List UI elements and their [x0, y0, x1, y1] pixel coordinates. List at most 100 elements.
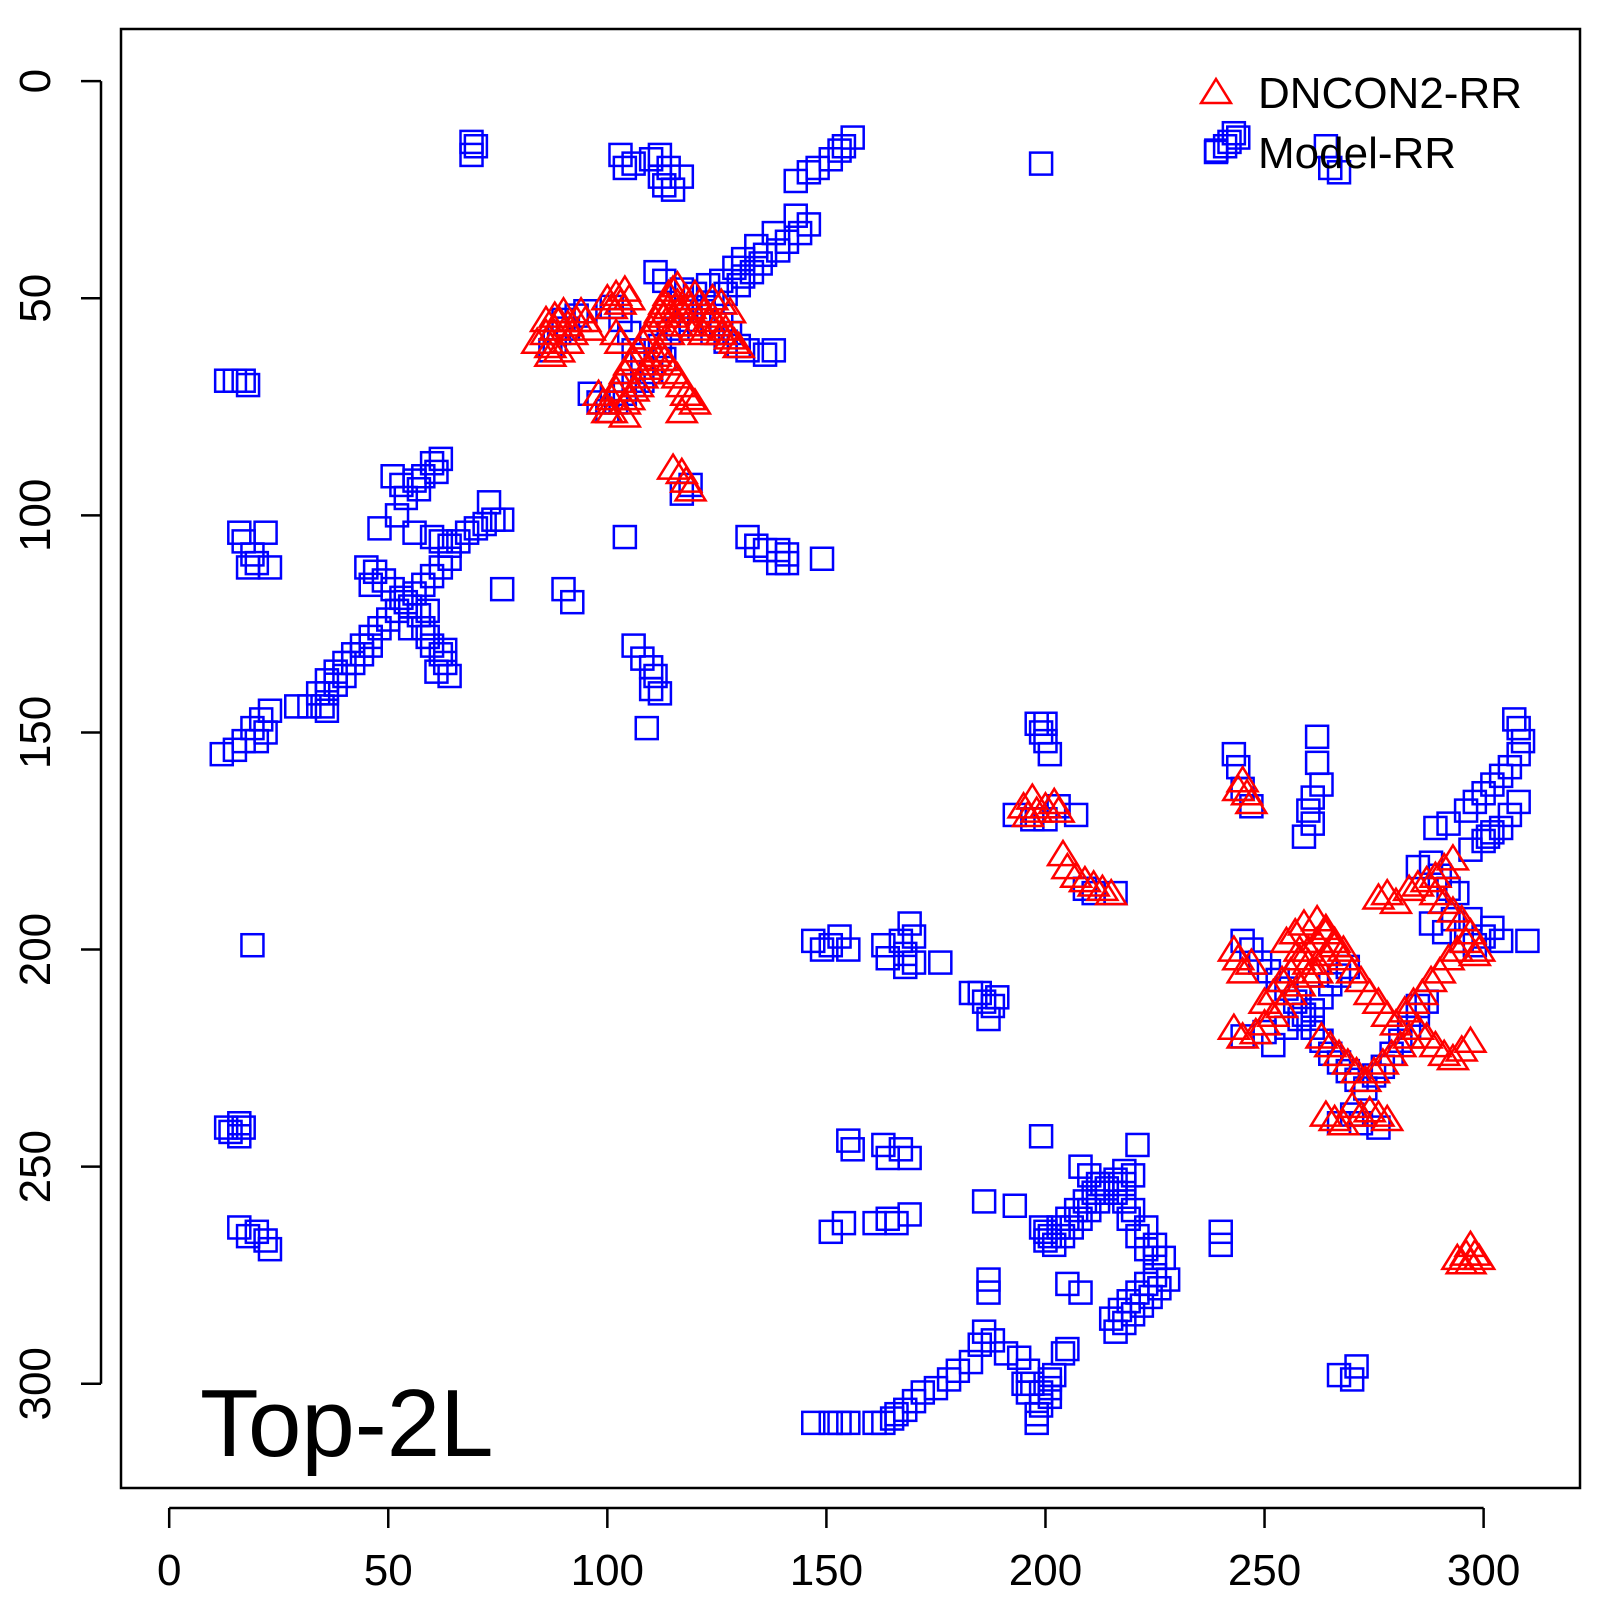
- dncon2-rr-point: [1308, 912, 1344, 941]
- dncon2-rr-point: [1058, 860, 1094, 889]
- model-rr-point: [752, 342, 778, 367]
- model-rr-point: [967, 1332, 993, 1357]
- dncon2-rr-point: [677, 313, 713, 341]
- model-rr-point: [1480, 820, 1505, 845]
- model-rr-point: [783, 168, 808, 194]
- model-rr-point: [1033, 711, 1058, 737]
- dncon2-rr-point: [1391, 1021, 1427, 1049]
- model-rr-point: [1068, 1154, 1093, 1179]
- dncon2-rr-point: [655, 356, 691, 385]
- model-rr-point: [976, 1267, 1001, 1292]
- dncon2-rr-point: [1093, 877, 1129, 906]
- model-rr-point: [393, 485, 419, 511]
- dncon2-rr-point: [1348, 1064, 1383, 1093]
- model-rr-point: [884, 1401, 909, 1427]
- model-rr-point: [1480, 772, 1505, 797]
- dncon2-rr-point: [1286, 908, 1322, 936]
- legend-label-model: Model-RR: [1258, 129, 1456, 178]
- model-rr-point: [765, 537, 791, 563]
- model-rr-point: [297, 694, 322, 719]
- model-rr-point: [1418, 911, 1444, 936]
- y-tick-label: 200: [11, 913, 60, 986]
- model-rr-point: [744, 233, 769, 259]
- x-tick-label: 250: [1228, 1546, 1301, 1595]
- dncon2-rr-point: [1067, 864, 1103, 893]
- dncon2-rr-point: [1238, 1016, 1273, 1045]
- model-rr-point: [367, 615, 392, 641]
- model-rr-point: [235, 372, 261, 398]
- model-rr-point: [1138, 1284, 1163, 1310]
- legend-square-symbol: [1203, 139, 1229, 165]
- y-tick-label: 300: [11, 1347, 60, 1420]
- dncon2-rr-point: [1045, 838, 1081, 867]
- model-rr-point: [1055, 1336, 1080, 1362]
- dncon2-rr-point: [1010, 799, 1046, 828]
- x-tick-label: 200: [1009, 1546, 1082, 1595]
- dncon2-rr-point: [603, 326, 638, 354]
- model-rr-point: [980, 1328, 1006, 1353]
- model-rr-point: [897, 1202, 922, 1227]
- model-rr-point: [1475, 824, 1501, 849]
- model-rr-point: [818, 932, 844, 958]
- model-rr-point: [1055, 1271, 1080, 1297]
- model-rr-point: [463, 516, 489, 541]
- dncon2-rr-point: [1383, 1029, 1418, 1058]
- dncon2-rr-point: [1457, 938, 1493, 967]
- dncon2-rr-point: [660, 269, 695, 298]
- model-rr-point: [218, 1119, 243, 1145]
- model-rr-point: [1471, 780, 1496, 806]
- model-rr-point: [1120, 1163, 1146, 1188]
- model-rr-point: [253, 1228, 278, 1253]
- model-rr-point: [428, 446, 454, 472]
- model-rr-point: [560, 589, 585, 615]
- y-tick-label: 250: [11, 1130, 60, 1203]
- model-rr-point: [454, 520, 480, 545]
- model-rr-point: [1002, 1193, 1028, 1219]
- model-rr-point: [437, 546, 462, 572]
- plot-frame: [119, 27, 1582, 1490]
- dncon2-rr-point: [1326, 1107, 1361, 1136]
- model-rr-point: [314, 698, 340, 723]
- model-rr-point: [432, 650, 458, 676]
- model-rr-point: [1208, 1232, 1233, 1258]
- model-rr-point: [1120, 1197, 1146, 1223]
- model-rr-point: [634, 715, 660, 741]
- model-rr-point: [1125, 1132, 1150, 1158]
- dncon2-rr-point: [1247, 986, 1282, 1014]
- model-rr-point: [722, 255, 747, 281]
- model-rr-point: [314, 681, 340, 706]
- model-rr-point: [231, 1115, 256, 1140]
- model-rr-point: [1033, 1228, 1058, 1253]
- model-rr-point: [1300, 811, 1325, 836]
- model-rr-point: [735, 338, 760, 363]
- model-rr-point: [608, 142, 633, 168]
- model-rr-point: [1506, 789, 1531, 815]
- model-rr-point: [1068, 1280, 1093, 1305]
- dncon2-rr-point: [1269, 925, 1304, 954]
- model-rr-point: [765, 550, 791, 576]
- model-rr-point: [928, 950, 953, 975]
- model-rr-point: [1133, 1215, 1159, 1240]
- dncon2-rr-point: [647, 343, 682, 372]
- model-rr-point: [1085, 1189, 1111, 1214]
- x-tick-label: 0: [157, 1546, 181, 1595]
- model-rr-point: [1015, 1380, 1041, 1405]
- dncon2-rr-point: [1234, 786, 1269, 815]
- dncon2-rr-point: [546, 295, 581, 324]
- dncon2-rr-point: [1453, 916, 1488, 945]
- dncon2-rr-point: [572, 313, 608, 341]
- model-rr-point: [1024, 1410, 1049, 1436]
- model-rr-point: [612, 524, 638, 550]
- model-rr-point: [612, 155, 638, 181]
- model-rr-point: [367, 516, 392, 541]
- dncon2-rr-point: [1413, 964, 1449, 993]
- model-rr-point: [1261, 1032, 1286, 1058]
- model-rr-point: [209, 741, 235, 767]
- model-rr-point: [1226, 125, 1251, 150]
- model-rr-point: [213, 1115, 239, 1140]
- model-rr-point: [253, 720, 278, 745]
- model-rr-point: [349, 642, 375, 667]
- panel-label: Top-2L: [200, 1370, 494, 1477]
- model-rr-point: [1208, 1219, 1233, 1245]
- y-axis: 0 50 100 150 200 250 300: [11, 69, 103, 1420]
